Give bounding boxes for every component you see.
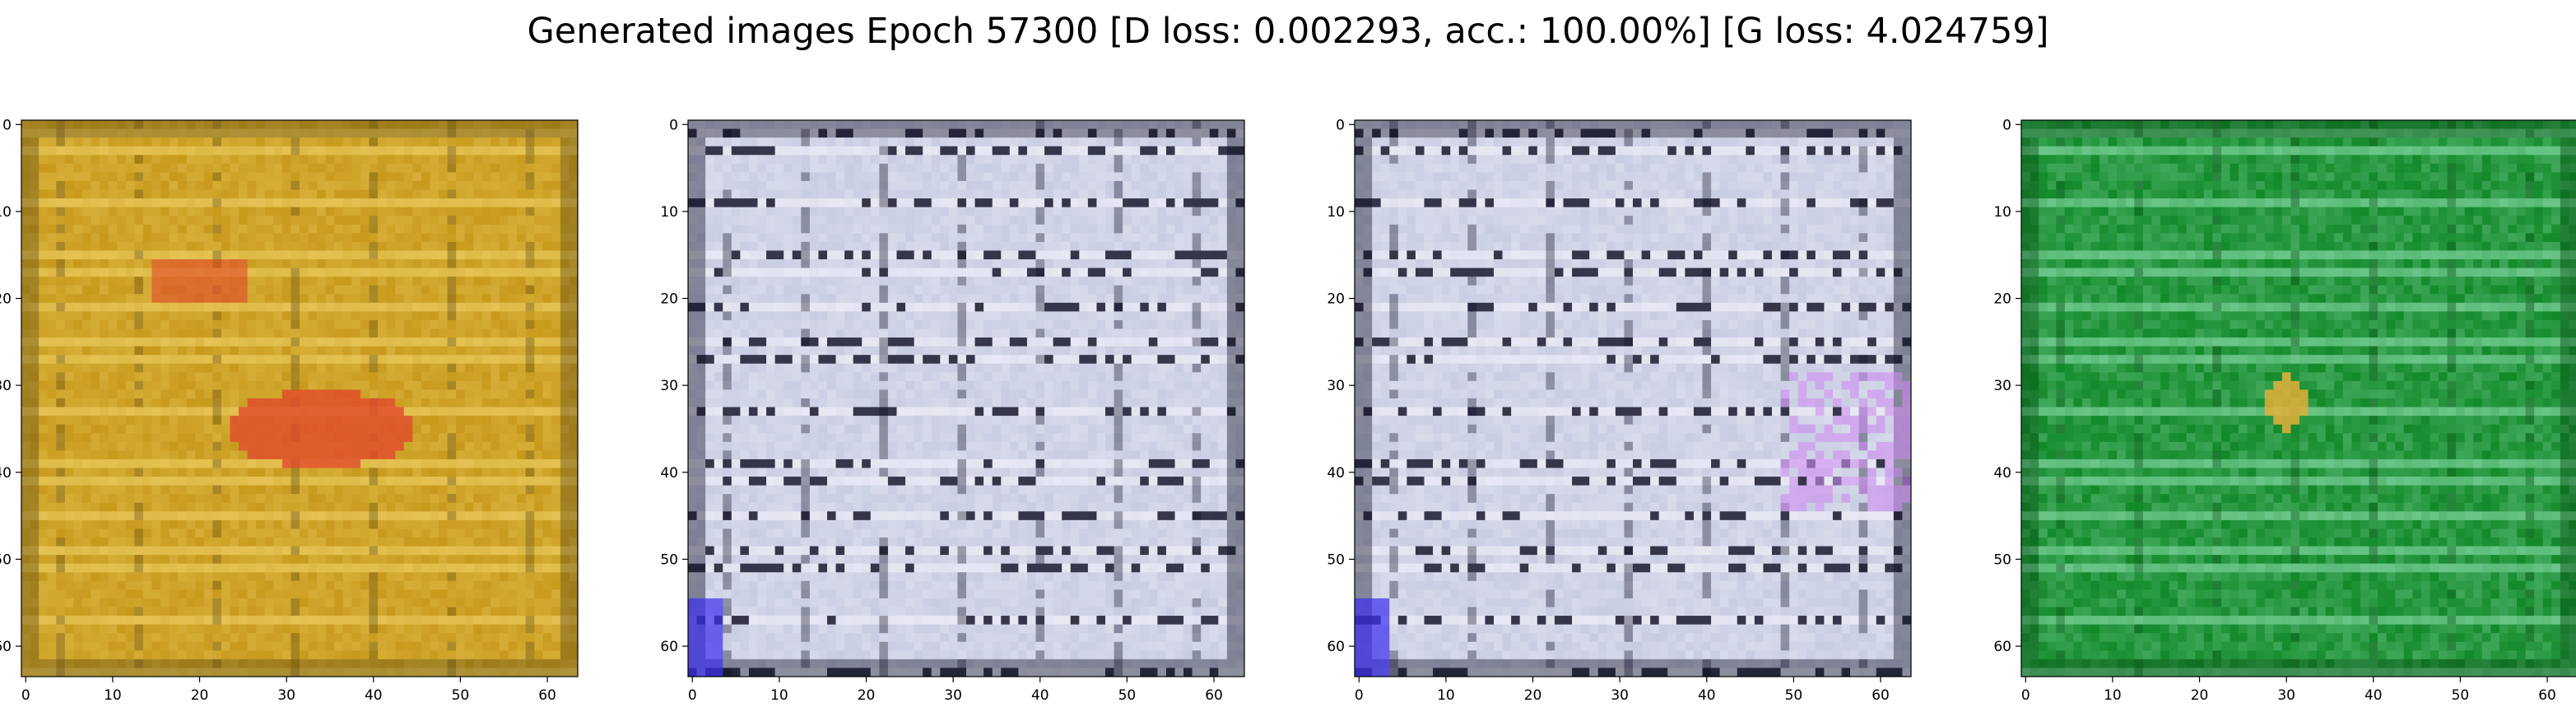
x-tick-label: 50 bbox=[2452, 687, 2470, 704]
x-tick-label: 60 bbox=[538, 687, 556, 704]
y-tick-label: 10 bbox=[1993, 204, 2011, 221]
y-tick-label: 0 bbox=[2002, 117, 2011, 133]
image-axes-1: 0 10 20 30 40 50 60 0 10 20 30 40 50 60 bbox=[0, 120, 578, 726]
image-axes-4: 0 10 20 30 40 50 60 0 10 20 30 40 50 60 bbox=[1972, 120, 2576, 726]
y-tick-label: 10 bbox=[660, 204, 678, 221]
y-tick-label: 10 bbox=[0, 204, 12, 221]
y-tick-label: 0 bbox=[2, 117, 12, 133]
y-tick-label: 40 bbox=[1993, 465, 2011, 482]
generated-image-2 bbox=[688, 120, 1244, 677]
y-tick-label: 50 bbox=[1327, 551, 1345, 568]
y-tick-label: 20 bbox=[1993, 291, 2011, 308]
y-tick-label: 30 bbox=[0, 378, 12, 394]
x-tick-label: 50 bbox=[1785, 687, 1803, 704]
y-tick-label: 60 bbox=[1327, 639, 1345, 655]
x-tick-label: 60 bbox=[1872, 687, 1890, 704]
y-tick-label: 20 bbox=[0, 291, 12, 308]
y-tick-label: 50 bbox=[0, 551, 12, 568]
y-tick-label: 60 bbox=[660, 639, 678, 655]
x-tick-label: 30 bbox=[2277, 687, 2295, 704]
x-tick-label: 20 bbox=[858, 687, 876, 704]
x-tick-label: 0 bbox=[1355, 687, 1364, 704]
x-tick-label: 40 bbox=[2364, 687, 2383, 704]
x-tick-label: 30 bbox=[944, 687, 962, 704]
y-tick-label: 20 bbox=[660, 291, 678, 308]
y-tick-label: 60 bbox=[1993, 639, 2011, 655]
generated-image-1 bbox=[21, 120, 578, 677]
x-tick-label: 0 bbox=[21, 687, 30, 704]
x-tick-label: 10 bbox=[770, 687, 788, 704]
x-tick-label: 40 bbox=[1031, 687, 1049, 704]
x-tick-label: 20 bbox=[1524, 687, 1542, 704]
x-tick-label: 10 bbox=[1437, 687, 1455, 704]
y-tick-label: 30 bbox=[660, 378, 678, 394]
x-tick-label: 20 bbox=[191, 687, 209, 704]
x-tick-label: 10 bbox=[104, 687, 122, 704]
x-tick-label: 50 bbox=[452, 687, 470, 704]
y-tick-label: 0 bbox=[669, 117, 678, 133]
y-tick-label: 50 bbox=[660, 551, 678, 568]
generated-image-3 bbox=[1355, 120, 1911, 677]
image-axes-2: 0 10 20 30 40 50 60 0 10 20 30 40 50 60 bbox=[639, 120, 1244, 726]
y-tick-label: 0 bbox=[1336, 117, 1345, 133]
y-tick-label: 40 bbox=[1327, 465, 1345, 482]
x-tick-label: 30 bbox=[277, 687, 295, 704]
y-tick-label: 20 bbox=[1327, 291, 1345, 308]
figure-title: Generated images Epoch 57300 [D loss: 0.… bbox=[0, 7, 2576, 56]
y-tick-label: 30 bbox=[1993, 378, 2011, 394]
x-tick-label: 20 bbox=[2191, 687, 2209, 704]
y-tick-label: 40 bbox=[0, 465, 12, 482]
x-tick-label: 60 bbox=[2538, 687, 2556, 704]
y-tick-label: 30 bbox=[1327, 378, 1345, 394]
y-tick-label: 50 bbox=[1993, 551, 2011, 568]
x-tick-label: 60 bbox=[1205, 687, 1223, 704]
image-axes-3: 0 10 20 30 40 50 60 0 10 20 30 40 50 60 bbox=[1305, 120, 1911, 726]
y-tick-label: 40 bbox=[660, 465, 678, 482]
x-tick-label: 0 bbox=[688, 687, 697, 704]
x-tick-label: 40 bbox=[1698, 687, 1716, 704]
generated-image-4 bbox=[2021, 120, 2576, 677]
x-tick-label: 30 bbox=[1611, 687, 1629, 704]
y-tick-label: 60 bbox=[0, 639, 12, 655]
x-tick-label: 10 bbox=[2104, 687, 2122, 704]
x-tick-label: 40 bbox=[365, 687, 383, 704]
y-tick-label: 10 bbox=[1327, 204, 1345, 221]
x-tick-label: 0 bbox=[2021, 687, 2030, 704]
x-tick-label: 50 bbox=[1118, 687, 1137, 704]
